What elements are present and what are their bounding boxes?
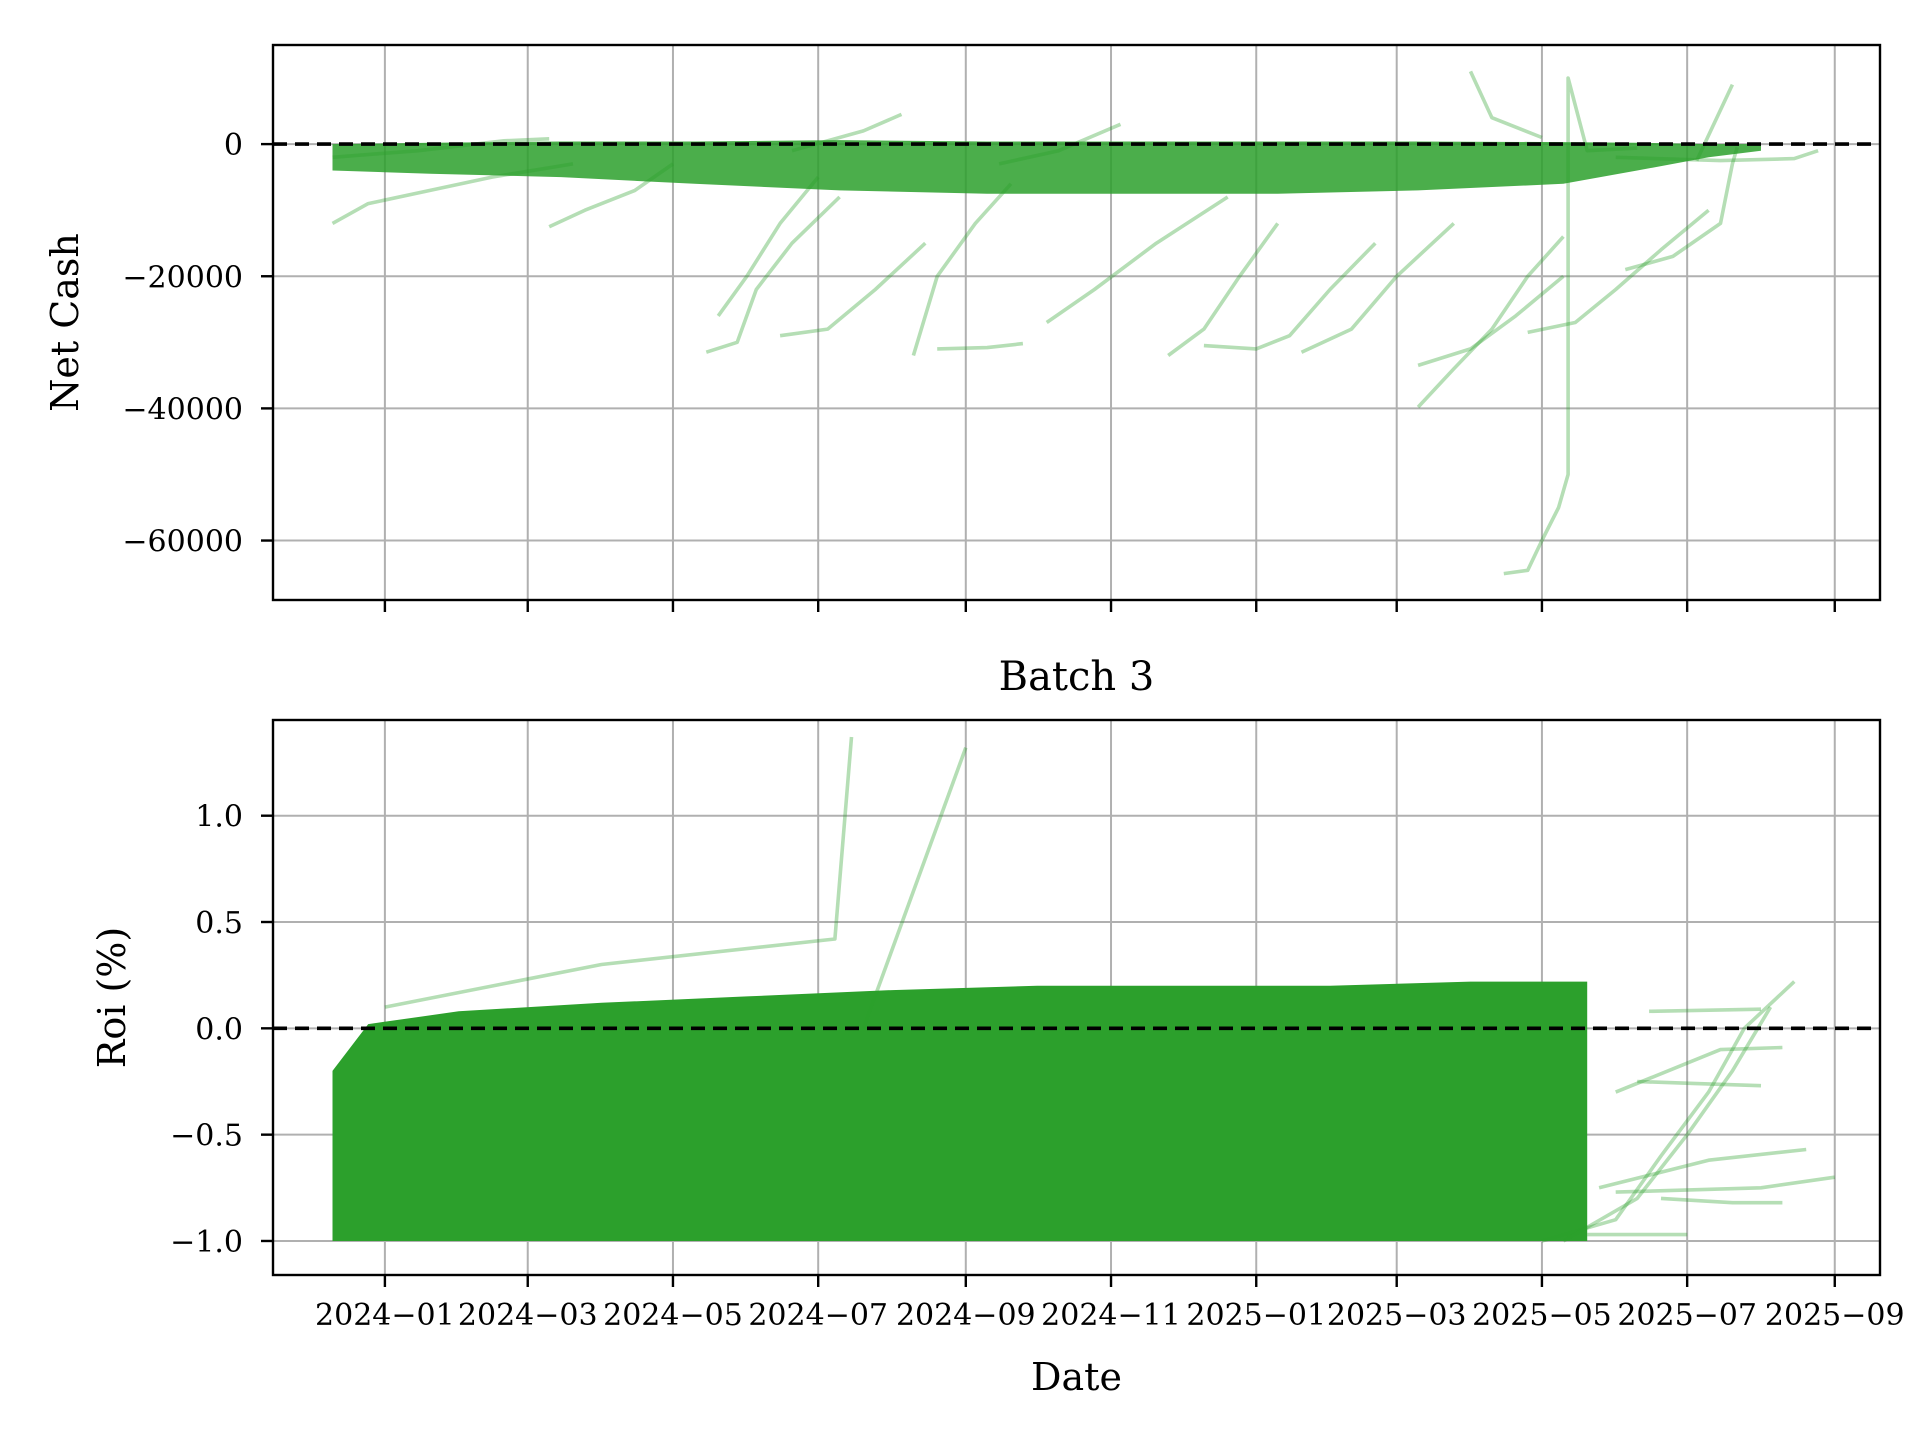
series-line [548, 162, 675, 229]
series-line [1660, 1196, 1783, 1205]
series-line [716, 175, 820, 317]
y-tick-label: 0 [224, 128, 243, 163]
series-line [1615, 1045, 1783, 1094]
series-line [791, 112, 903, 153]
series-line [1045, 195, 1229, 324]
dense-series-area [332, 981, 1588, 1241]
roi-panel: Batch 3 2024−01 2024−03 2024−05 2024−07 2024… [90, 654, 1905, 1399]
series-line [1695, 83, 1735, 162]
series-line [1300, 222, 1456, 354]
x-tick-label: 2024−09 [896, 1298, 1036, 1333]
series-line [331, 162, 574, 225]
series-line [1598, 1147, 1807, 1190]
series-line [1527, 208, 1710, 335]
series-line [705, 195, 841, 354]
y-tick-label: 0.0 [195, 1012, 243, 1047]
series-line [779, 241, 927, 338]
series-line [1541, 980, 1796, 1243]
x-tick-label: 2024−11 [1041, 1298, 1181, 1333]
roi-y-axis-label: Roi (%) [90, 927, 134, 1068]
series-line [1417, 274, 1565, 368]
series-line [998, 122, 1122, 166]
x-tick-label: 2025−01 [1186, 1298, 1326, 1333]
y-tick-label: 0.5 [195, 906, 243, 941]
series-line [1203, 241, 1377, 351]
y-tick-label: −20000 [122, 260, 243, 295]
series-line [1615, 1175, 1836, 1194]
x-tick-label: 2025−05 [1472, 1298, 1612, 1333]
roi-plot-frame [271, 718, 1882, 1277]
net-cash-grid [273, 45, 1880, 600]
series-line [384, 736, 854, 1009]
series-line [1503, 76, 1638, 576]
date-x-axis-label: Date [1031, 1355, 1122, 1399]
x-tick-label: 2025−09 [1765, 1298, 1905, 1333]
net-cash-series-group [331, 70, 1819, 576]
series-line [1562, 1006, 1773, 1243]
series-line [1649, 1007, 1762, 1014]
roi-ticks: 2024−01 2024−03 2024−05 2024−07 2024−09 2024−… [170, 800, 1904, 1333]
net-cash-series-band [332, 140, 1761, 194]
x-tick-label: 2024−01 [315, 1298, 455, 1333]
roi-chart-title: Batch 3 [999, 654, 1155, 700]
series-line [861, 746, 968, 1029]
net-cash-y-axis-label: Net Cash [43, 233, 87, 412]
net-cash-panel: 0 −20000 −40000 −60000 Net Cash [43, 43, 1882, 612]
series-line [1167, 222, 1280, 357]
x-tick-label: 2025−07 [1617, 1298, 1757, 1333]
y-tick-label: −0.5 [170, 1119, 243, 1154]
roi-series-group [384, 736, 1836, 1243]
x-tick-label: 2024−07 [748, 1298, 888, 1333]
series-line [1615, 148, 1819, 163]
net-cash-ticks: 0 −20000 −40000 −60000 [122, 128, 1836, 612]
dense-series-area [332, 140, 1761, 194]
series-line [937, 341, 1024, 351]
y-tick-label: −40000 [122, 392, 243, 427]
series-line [1637, 1079, 1762, 1088]
y-tick-label: 1.0 [195, 800, 243, 835]
y-tick-label: −60000 [122, 525, 243, 560]
series-line [911, 182, 1013, 357]
net-cash-plot-frame [271, 43, 1882, 602]
series-line [1416, 235, 1565, 409]
x-tick-label: 2024−03 [458, 1298, 598, 1333]
series-line [1624, 146, 1739, 272]
x-tick-label: 2024−05 [603, 1298, 743, 1333]
y-tick-label: −1.0 [170, 1225, 243, 1260]
roi-series-band [332, 981, 1588, 1241]
x-tick-label: 2025−03 [1327, 1298, 1467, 1333]
series-line [1468, 70, 1543, 140]
